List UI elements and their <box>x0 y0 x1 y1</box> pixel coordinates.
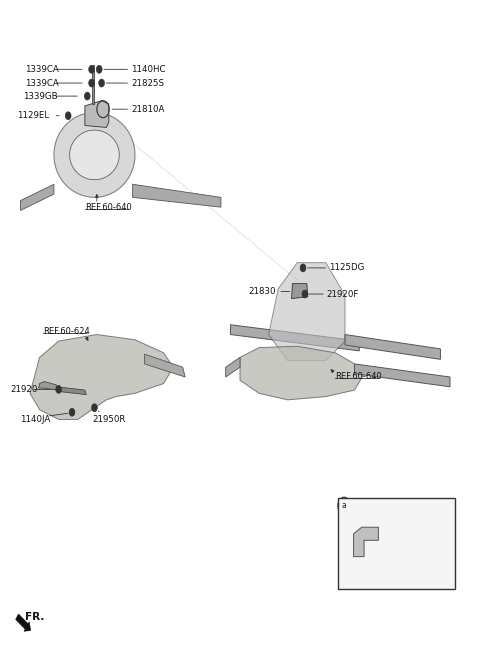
Circle shape <box>89 79 95 87</box>
Polygon shape <box>70 130 119 180</box>
Polygon shape <box>230 325 360 351</box>
Text: 1140HC: 1140HC <box>131 65 166 74</box>
Text: a: a <box>101 105 106 113</box>
Circle shape <box>56 386 61 394</box>
Text: 21810A: 21810A <box>131 105 165 113</box>
Circle shape <box>69 408 75 416</box>
Text: REF.60-640: REF.60-640 <box>85 203 132 212</box>
Text: 1129EL: 1129EL <box>17 112 49 120</box>
Text: 1339GB: 1339GB <box>23 92 58 100</box>
Polygon shape <box>291 283 308 298</box>
Text: FR.: FR. <box>25 612 45 622</box>
Polygon shape <box>354 527 378 557</box>
FancyBboxPatch shape <box>338 498 455 589</box>
Text: 21825S: 21825S <box>131 79 164 87</box>
Polygon shape <box>144 354 185 377</box>
Circle shape <box>300 264 306 272</box>
Text: 21819B: 21819B <box>357 501 392 510</box>
Circle shape <box>99 79 105 87</box>
Circle shape <box>89 66 95 73</box>
Text: REF.60-640: REF.60-640 <box>336 372 382 381</box>
Circle shape <box>65 112 71 119</box>
Circle shape <box>92 404 97 411</box>
Polygon shape <box>92 66 95 104</box>
Polygon shape <box>85 100 109 127</box>
Polygon shape <box>21 184 54 211</box>
Polygon shape <box>132 184 221 207</box>
Text: 21920F: 21920F <box>327 289 359 298</box>
Circle shape <box>96 66 102 73</box>
Polygon shape <box>30 335 173 419</box>
Text: a: a <box>342 501 347 510</box>
Polygon shape <box>56 387 86 395</box>
Polygon shape <box>54 112 135 197</box>
Text: 21950R: 21950R <box>92 415 125 424</box>
Polygon shape <box>226 358 240 377</box>
FancyArrow shape <box>16 614 31 631</box>
Text: 1140JA: 1140JA <box>20 415 50 424</box>
Text: 21920: 21920 <box>10 385 37 394</box>
Polygon shape <box>355 364 450 387</box>
Text: REF.60-624: REF.60-624 <box>43 327 90 336</box>
Text: 1339CA: 1339CA <box>25 79 59 87</box>
Text: 1339CA: 1339CA <box>25 65 59 74</box>
Polygon shape <box>240 346 364 400</box>
Circle shape <box>84 92 90 100</box>
Circle shape <box>302 290 308 298</box>
Text: 1125DG: 1125DG <box>329 264 365 272</box>
Polygon shape <box>345 335 441 359</box>
Text: 21830: 21830 <box>249 287 276 296</box>
Polygon shape <box>38 382 56 390</box>
Polygon shape <box>269 262 345 361</box>
